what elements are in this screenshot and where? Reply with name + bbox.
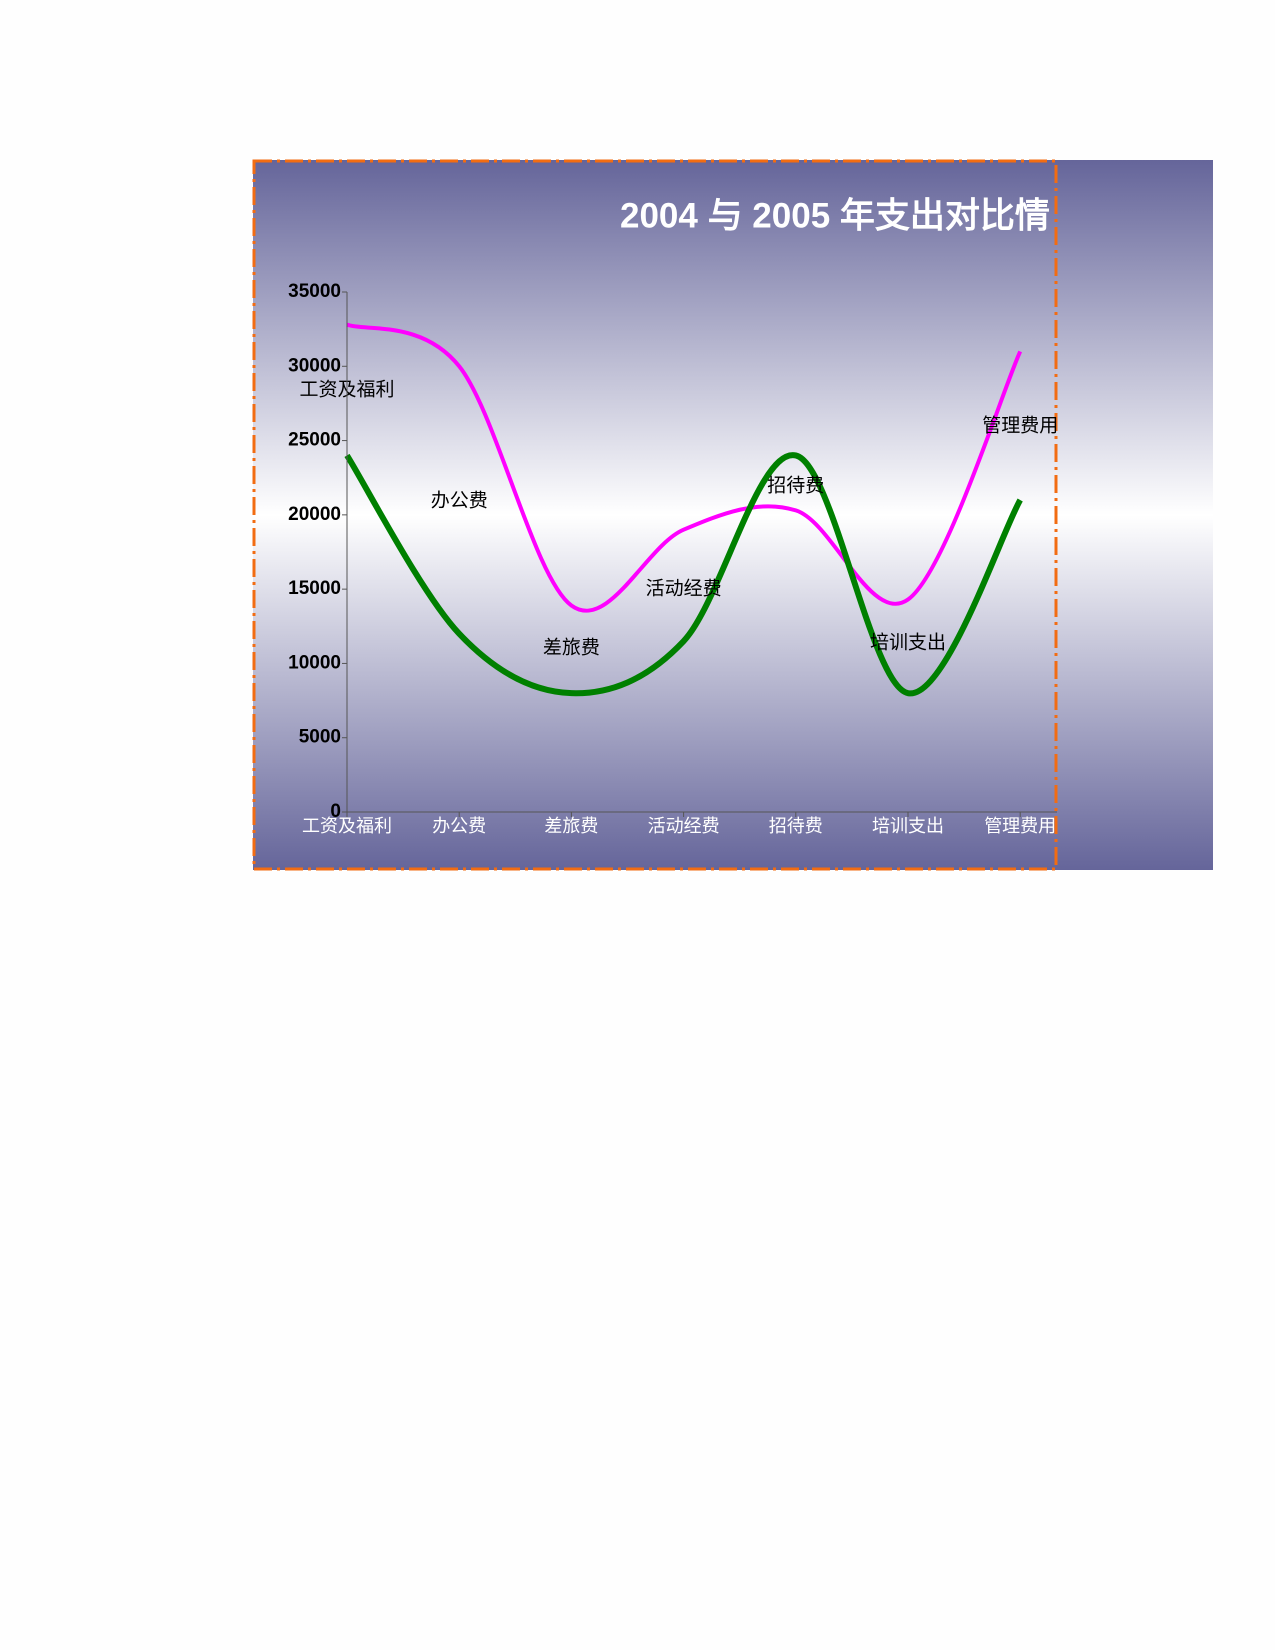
x-tick-label: 办公费 [432, 816, 486, 837]
x-tick-label: 工资及福利 [302, 816, 392, 837]
data-label: 差旅费 [543, 637, 600, 659]
chart-border [252, 159, 1058, 871]
x-tick-label: 管理费用 [984, 816, 1056, 837]
data-label: 招待费 [767, 475, 824, 497]
y-tick-label: 10000 [288, 652, 341, 673]
y-tick-label: 0 [330, 801, 341, 822]
x-tick-label: 招待费 [769, 816, 823, 837]
data-label: 办公费 [431, 490, 488, 512]
x-tick-label: 活动经费 [648, 816, 720, 837]
data-label: 活动经费 [646, 578, 722, 600]
series-line [346, 322, 1023, 613]
chart-background [253, 160, 1213, 870]
x-tick-label: 培训支出 [872, 816, 944, 837]
chart-title: 2004 与 2005 年支出对比情 [620, 196, 1050, 235]
y-tick-label: 5000 [299, 727, 341, 748]
y-tick-label: 25000 [288, 430, 341, 451]
y-tick-label: 20000 [288, 504, 341, 525]
y-tick-label: 30000 [288, 355, 341, 376]
series-line [344, 452, 1023, 697]
data-label: 管理费用 [982, 415, 1058, 437]
x-tick-label: 差旅费 [544, 816, 598, 837]
y-tick-label: 15000 [288, 578, 341, 599]
data-label: 培训支出 [870, 632, 946, 654]
y-tick-label: 35000 [288, 281, 341, 302]
